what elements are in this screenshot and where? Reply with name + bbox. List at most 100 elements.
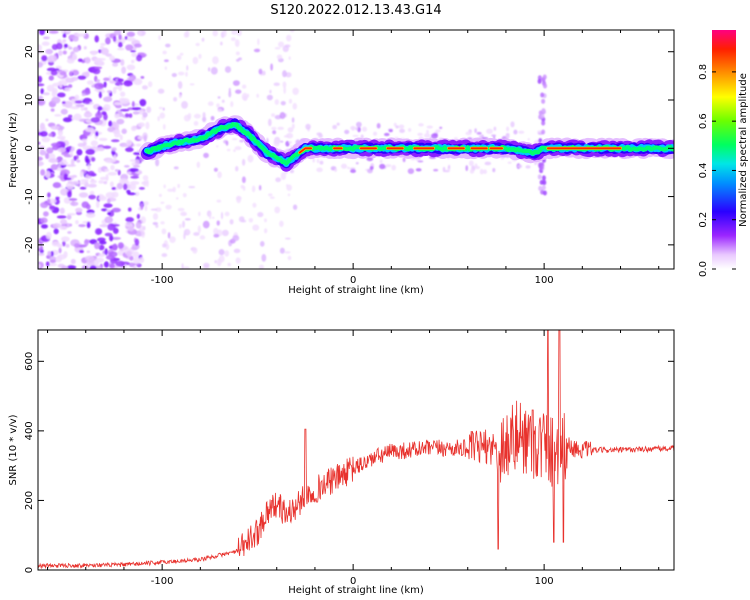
heatmap-blob: [282, 70, 287, 78]
heatmap-blob: [132, 251, 140, 258]
heatmap-blob: [505, 132, 510, 137]
bot-xtick-label: -100: [151, 576, 174, 587]
heatmap-blob: [289, 169, 294, 174]
top-xtick-label: -100: [151, 275, 174, 286]
top-xtick-label: 0: [350, 275, 356, 286]
heatmap-blob: [379, 163, 386, 170]
heatmap-blob: [282, 81, 287, 88]
heatmap-blob: [126, 37, 136, 42]
heatmap-blob: [118, 97, 126, 104]
heatmap-blob: [86, 221, 91, 229]
heatmap-blob: [334, 168, 338, 173]
heatmap-blob: [283, 86, 287, 94]
top-ytick-label: 0: [24, 145, 35, 151]
heatmap-blob: [288, 56, 291, 60]
heatmap-blob: [138, 256, 145, 263]
heatmap-blob: [60, 169, 70, 176]
heatmap-blob: [279, 220, 284, 227]
heatmap-blob: [62, 50, 67, 55]
heatmap-blob: [465, 165, 469, 172]
heatmap-blob: [50, 108, 55, 112]
heatmap-blob: [209, 212, 212, 220]
heatmap-blob: [376, 123, 381, 129]
heatmap-blob: [158, 35, 161, 41]
bot-ytick-label: 200: [24, 491, 35, 510]
heatmap-blob: [118, 34, 122, 41]
heatmap-blob: [63, 197, 72, 204]
heatmap-blob: [312, 158, 315, 163]
heatmap-blob: [173, 97, 178, 102]
heatmap-blob: [87, 164, 91, 171]
heatmap-blob: [52, 222, 61, 229]
heatmap-blob: [236, 195, 242, 204]
heatmap-blob: [56, 42, 63, 50]
heatmap-blob: [340, 163, 348, 169]
colorbar-gradient: [712, 30, 736, 269]
heatmap-blob: [47, 192, 51, 198]
heatmap-blob: [103, 261, 110, 268]
heatmap-blob: [344, 129, 350, 135]
heatmap-blob: [469, 168, 475, 174]
heatmap-blob: [125, 44, 134, 51]
heatmap-blob: [104, 248, 108, 256]
heatmap-blob: [61, 265, 69, 269]
heatmap-blob: [69, 149, 74, 157]
heatmap-blob: [55, 196, 60, 200]
heatmap-blob: [248, 218, 254, 223]
heatmap-blob: [109, 80, 116, 84]
heatmap-blob: [143, 180, 147, 187]
heatmap-blob: [99, 45, 104, 49]
heatmap-blob: [231, 138, 238, 141]
heatmap-blob: [126, 31, 136, 37]
heatmap-blob: [183, 266, 190, 269]
heatmap-blob: [218, 248, 225, 256]
heatmap-blob: [84, 127, 95, 133]
heatmap-blob: [373, 131, 378, 136]
heatmap-blob: [133, 257, 140, 265]
heatmap-blob: [97, 60, 105, 66]
heatmap-blob: [121, 66, 127, 74]
heatmap-blob: [49, 259, 57, 264]
heatmap-blob: [350, 125, 356, 130]
heatmap-blob: [279, 112, 286, 120]
heatmap-blob: [66, 182, 75, 190]
heatmap-blob: [67, 190, 72, 198]
heatmap-blob: [125, 147, 134, 153]
heatmap-blob: [216, 199, 222, 203]
heatmap-blob: [53, 228, 59, 235]
heatmap-blob: [104, 216, 113, 224]
heatmap-blob: [127, 192, 137, 196]
heatmap-blob: [98, 180, 104, 184]
heatmap-blob: [40, 217, 48, 224]
heatmap-blob: [173, 166, 179, 170]
heatmap-blob: [68, 84, 73, 88]
heatmap-blob: [239, 139, 244, 143]
heatmap-blob: [94, 228, 103, 235]
heatmap-blob: [208, 67, 211, 72]
heatmap-blob: [90, 140, 98, 147]
heatmap-blob: [292, 87, 299, 95]
heatmap-blob: [117, 47, 125, 51]
heatmap-blob: [117, 78, 124, 83]
heatmap-blob: [155, 158, 160, 167]
heatmap-blob: [140, 216, 146, 224]
heatmap-blob: [131, 127, 138, 131]
heatmap-blob: [210, 67, 218, 75]
heatmap-blob: [85, 110, 90, 115]
heatmap-blob: [94, 35, 100, 43]
heatmap-blob: [56, 135, 66, 140]
heatmap-blob: [77, 75, 87, 80]
heatmap-blob: [132, 46, 137, 50]
heatmap-blob: [189, 83, 195, 86]
heatmap-blob: [138, 31, 142, 36]
heatmap-blob: [77, 58, 83, 62]
heatmap-blob: [164, 66, 168, 70]
heatmap-blob: [216, 103, 220, 108]
heatmap-blob: [98, 91, 102, 99]
heatmap-blob: [70, 76, 79, 81]
heatmap-blob: [541, 108, 546, 114]
heatmap-blob: [277, 41, 285, 48]
heatmap-blob: [167, 232, 171, 239]
heatmap-blob: [212, 30, 218, 37]
